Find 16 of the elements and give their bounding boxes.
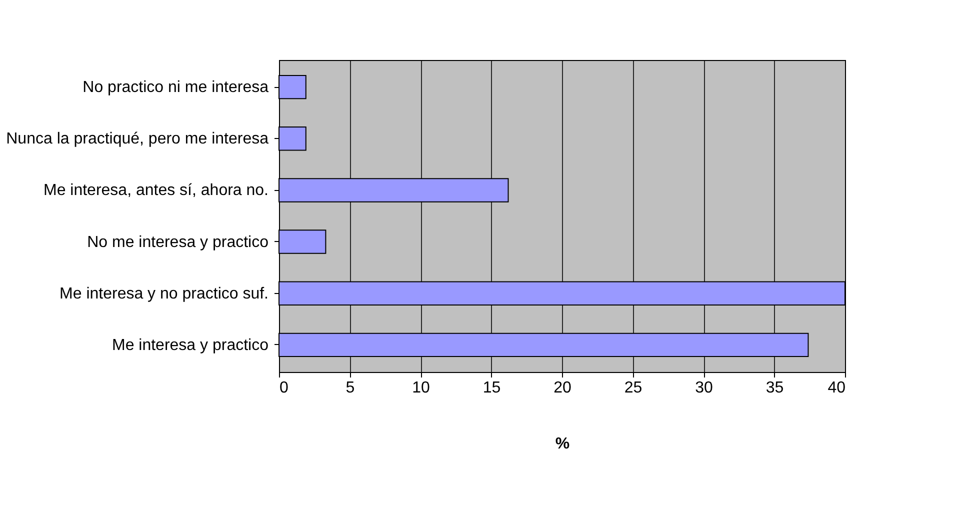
x-tick-label: 20	[554, 380, 572, 396]
x-tick-label: 15	[482, 380, 501, 396]
x-tick-label: 35	[766, 380, 784, 396]
x-tick-label: 40	[828, 380, 846, 396]
x-tick-label: 5	[346, 380, 355, 396]
y-tick-label: Me interesa y no practico suf.	[60, 285, 268, 302]
x-tick-label: 25	[624, 380, 642, 396]
x-tick-label: 10	[412, 380, 430, 396]
y-tick-label: No me interesa y practico	[87, 234, 269, 251]
x-axis-title: %	[555, 436, 570, 452]
x-tick-label: 30	[695, 380, 713, 396]
x-tick-label: 0	[280, 380, 288, 396]
y-tick-label: Nunca la practiqué, pero me interesa	[6, 130, 269, 148]
y-tick-label: No practico ni me interesa	[82, 79, 269, 96]
y-tick-label: Me interesa, antes sí, ahora no.	[43, 182, 268, 200]
y-tick-label: Me interesa y practico	[112, 336, 269, 354]
